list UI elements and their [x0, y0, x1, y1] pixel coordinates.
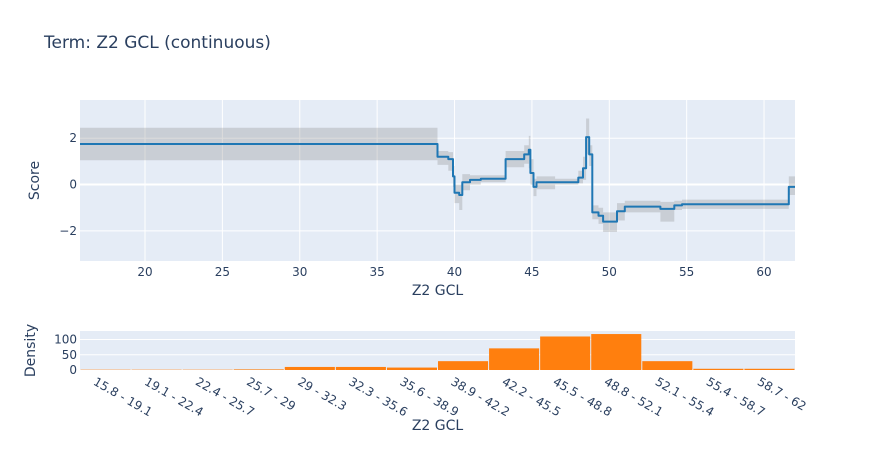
- score-y-tick-label: 2: [69, 131, 77, 145]
- score-x-tick-label: 50: [602, 265, 617, 279]
- score-x-tick-label: 45: [524, 265, 539, 279]
- score-x-axis-title: Z2 GCL: [412, 283, 464, 299]
- density-bar: [335, 366, 386, 370]
- density-x-axis-title: Z2 GCL: [412, 418, 464, 434]
- density-bars: [80, 334, 795, 370]
- score-x-tick-label: 20: [137, 265, 152, 279]
- score-x-tick-label: 30: [292, 265, 307, 279]
- score-y-tick-label: 0: [69, 178, 77, 192]
- density-bar: [642, 361, 693, 370]
- score-x-tick-label: 55: [679, 265, 694, 279]
- score-panel: 20 25 30 35 40 45 50 55 60 20−2 Z2 GCL Score: [27, 100, 795, 299]
- density-y-axis-title: Density: [23, 324, 39, 377]
- density-bar: [233, 369, 284, 370]
- score-y-tick-label: −2: [59, 224, 77, 238]
- score-plot-background: [80, 100, 795, 261]
- score-y-gridlines: [80, 137, 795, 232]
- density-x-tick-labels: 15.8 - 19.119.1 - 22.422.4 - 25.725.7 - …: [91, 374, 809, 419]
- density-x-tick-label: 29 - 32.3: [295, 374, 349, 413]
- density-bar: [540, 336, 591, 370]
- density-y-tick-label: 100: [54, 333, 77, 347]
- score-confidence-band: [80, 118, 795, 232]
- score-line: [80, 136, 795, 223]
- density-y-tick-label: 0: [69, 363, 77, 377]
- density-bar: [386, 367, 437, 370]
- score-x-tick-label: 35: [370, 265, 385, 279]
- score-x-tick-labels: 20 25 30 35 40 45 50 55 60: [137, 265, 771, 279]
- density-bar: [438, 361, 489, 370]
- density-bar: [744, 368, 795, 370]
- score-y-tick-labels: 2 0 −2: [59, 131, 77, 238]
- density-bar: [693, 368, 744, 370]
- density-bar: [284, 366, 335, 370]
- score-x-tick-label: 40: [447, 265, 462, 279]
- score-x-tick-label: 25: [215, 265, 230, 279]
- density-panel: 15.8 - 19.119.1 - 22.422.4 - 25.725.7 - …: [23, 324, 809, 434]
- density-bar: [591, 334, 642, 370]
- chart-title: Term: Z2 GCL (continuous): [44, 33, 271, 53]
- score-x-tick-label: 60: [756, 265, 771, 279]
- density-y-tick-label: 50: [62, 348, 77, 362]
- score-y-axis-title: Score: [27, 161, 43, 200]
- density-bar: [489, 348, 540, 370]
